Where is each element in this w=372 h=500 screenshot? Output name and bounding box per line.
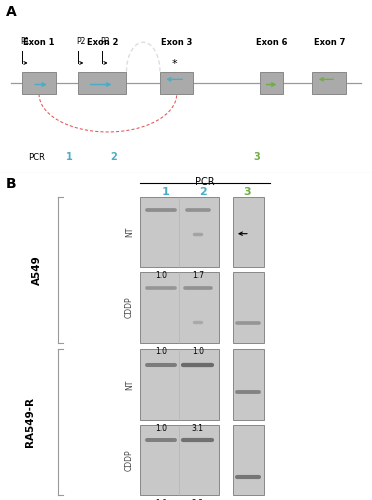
Text: 1: 1 xyxy=(162,187,169,197)
Text: PCR: PCR xyxy=(28,153,45,162)
Text: NT: NT xyxy=(125,227,134,237)
Text: 1.0: 1.0 xyxy=(155,272,167,280)
Text: CDDP: CDDP xyxy=(125,297,134,318)
Bar xyxy=(140,350,219,420)
Bar xyxy=(312,72,346,94)
Text: P3: P3 xyxy=(100,36,110,46)
Text: 2.8: 2.8 xyxy=(192,499,204,500)
Bar xyxy=(22,72,56,94)
Bar xyxy=(140,424,219,495)
Bar xyxy=(140,197,219,268)
Bar xyxy=(232,197,264,268)
Text: Exon 7: Exon 7 xyxy=(314,38,345,48)
Bar xyxy=(232,350,264,420)
Text: 3: 3 xyxy=(253,152,260,162)
Text: Exon 3: Exon 3 xyxy=(161,38,192,48)
Bar xyxy=(140,272,219,343)
Text: Exon 6: Exon 6 xyxy=(256,38,287,48)
Text: *: * xyxy=(172,59,178,69)
Text: 3.1: 3.1 xyxy=(192,424,204,432)
Bar xyxy=(260,72,283,94)
Text: NT: NT xyxy=(125,380,134,390)
Text: B: B xyxy=(6,178,16,192)
Text: A549: A549 xyxy=(32,255,42,285)
Text: 2: 2 xyxy=(199,187,206,197)
Text: Exon 2: Exon 2 xyxy=(87,38,118,48)
Text: 1.0: 1.0 xyxy=(155,346,167,356)
Bar xyxy=(232,424,264,495)
Text: 1.0: 1.0 xyxy=(192,346,204,356)
Text: 1.0: 1.0 xyxy=(155,499,167,500)
Text: 1: 1 xyxy=(65,152,72,162)
Text: P2: P2 xyxy=(76,36,86,46)
Bar xyxy=(78,72,126,94)
Text: P1: P1 xyxy=(20,36,30,46)
Text: 1.7: 1.7 xyxy=(192,272,204,280)
Bar xyxy=(160,72,193,94)
Text: 3: 3 xyxy=(244,187,251,197)
Text: Exon 1: Exon 1 xyxy=(23,38,55,48)
Bar xyxy=(232,272,264,343)
Text: 1.0: 1.0 xyxy=(155,424,167,432)
Text: CDDP: CDDP xyxy=(125,449,134,470)
Text: 2: 2 xyxy=(110,152,117,162)
Text: A: A xyxy=(6,5,16,19)
Text: RA549-R: RA549-R xyxy=(25,397,35,447)
Text: PCR: PCR xyxy=(195,178,214,188)
